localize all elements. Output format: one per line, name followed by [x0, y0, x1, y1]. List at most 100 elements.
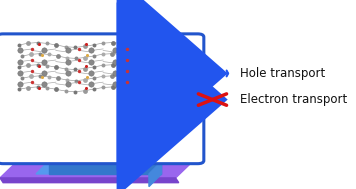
Point [35, 41, 41, 44]
Point [120, 86, 125, 89]
Point [65, 82, 70, 85]
Point [37, 52, 43, 55]
Point [35, 63, 41, 66]
Point [28, 75, 34, 78]
Point [64, 56, 70, 59]
Point [16, 88, 22, 91]
Point [63, 90, 69, 93]
Point [25, 64, 31, 67]
Point [72, 90, 78, 93]
Point [155, 56, 161, 59]
Point [72, 46, 78, 49]
Point [28, 53, 34, 56]
Point [112, 60, 118, 63]
Point [25, 86, 31, 89]
Point [138, 90, 144, 93]
Point [55, 77, 61, 80]
Point [157, 45, 163, 48]
Point [129, 76, 135, 79]
Polygon shape [0, 178, 179, 183]
Point [83, 65, 89, 68]
Point [119, 53, 124, 56]
Point [130, 43, 136, 46]
Point [129, 88, 135, 91]
Point [54, 88, 59, 91]
Point [101, 42, 106, 45]
Point [176, 64, 182, 67]
Point [167, 65, 172, 68]
Point [157, 67, 163, 70]
Point [136, 82, 141, 85]
Point [127, 77, 133, 80]
Point [63, 45, 69, 48]
Point [177, 65, 183, 68]
Point [73, 57, 79, 60]
Point [148, 90, 153, 93]
Point [159, 49, 165, 52]
Point [136, 60, 141, 63]
Point [77, 58, 82, 61]
Point [41, 60, 47, 63]
Point [124, 70, 130, 73]
Point [177, 43, 183, 46]
Point [174, 54, 180, 57]
Point [17, 71, 23, 74]
Point [164, 54, 169, 57]
Point [88, 49, 94, 52]
Point [65, 60, 70, 63]
Point [136, 71, 141, 74]
Point [130, 87, 136, 90]
Point [91, 54, 97, 57]
Point [120, 42, 125, 45]
Point [65, 49, 70, 52]
Point [16, 43, 22, 46]
Point [82, 89, 88, 92]
Point [82, 67, 88, 70]
Point [44, 64, 50, 67]
Point [65, 71, 70, 74]
Point [36, 43, 42, 46]
Point [176, 86, 182, 89]
Point [77, 81, 82, 84]
Point [167, 87, 172, 90]
Point [16, 66, 22, 69]
Point [77, 47, 82, 50]
Point [82, 78, 88, 81]
Point [29, 47, 35, 50]
Point [137, 57, 142, 60]
Point [119, 75, 124, 78]
Point [82, 56, 88, 59]
Point [88, 71, 94, 74]
Point [91, 76, 97, 79]
Point [101, 64, 106, 67]
Point [129, 44, 135, 47]
Point [83, 43, 89, 46]
Point [88, 60, 94, 63]
Point [159, 60, 165, 63]
Point [19, 77, 25, 80]
Point [41, 49, 47, 52]
Point [84, 76, 90, 79]
Point [138, 45, 144, 48]
Point [19, 54, 25, 57]
Polygon shape [49, 161, 162, 174]
Point [77, 70, 82, 73]
Point [120, 64, 125, 67]
Point [29, 81, 35, 84]
Point [138, 68, 144, 71]
Point [44, 86, 50, 89]
Point [157, 89, 163, 92]
Point [88, 82, 94, 85]
Text: Electron transport: Electron transport [240, 93, 347, 106]
Point [110, 52, 115, 55]
Point [110, 63, 116, 66]
Point [39, 76, 44, 79]
Point [146, 57, 151, 60]
Point [63, 67, 69, 70]
Point [100, 53, 106, 56]
Point [64, 78, 70, 81]
Point [82, 45, 88, 48]
Point [100, 75, 106, 78]
Point [159, 82, 165, 85]
Point [73, 79, 79, 82]
